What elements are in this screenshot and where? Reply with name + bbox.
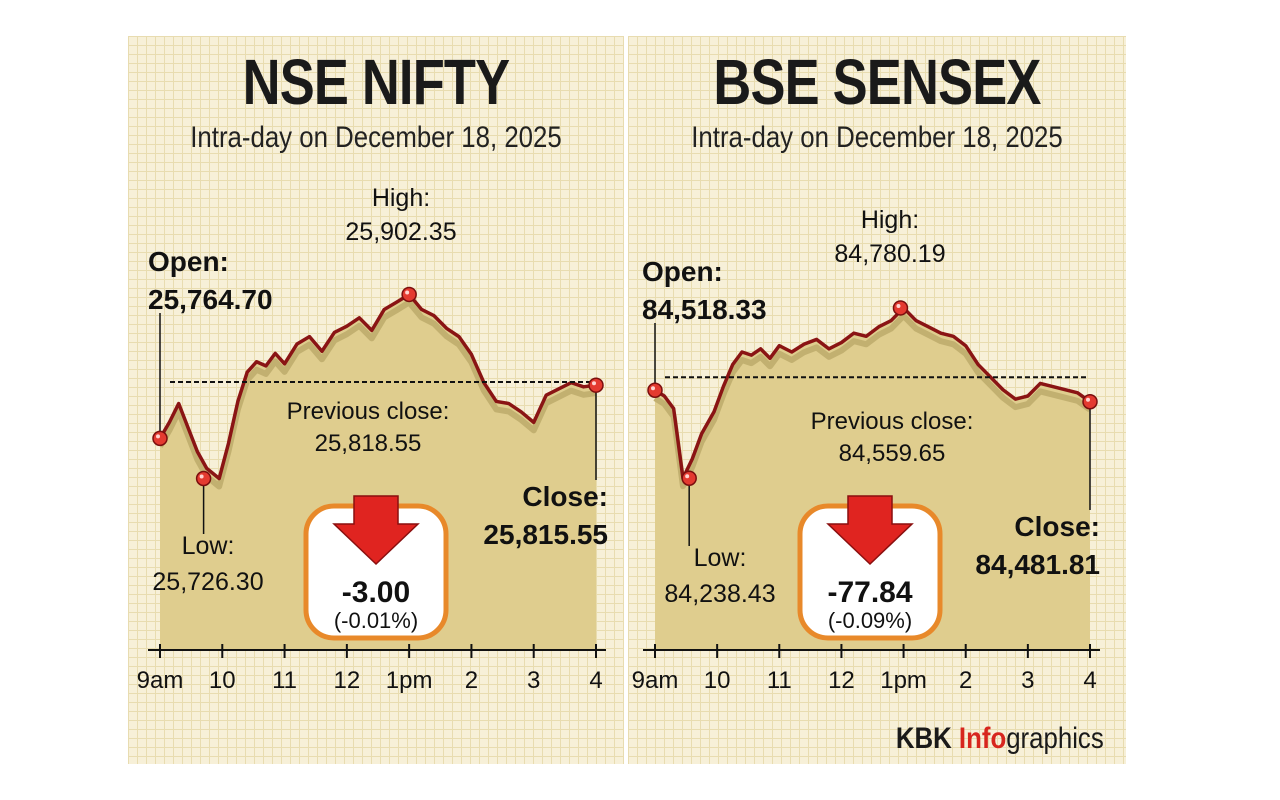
chart-subtitle: Intra-day on December 18, 2025 bbox=[691, 121, 1063, 154]
x-tick-label: 11 bbox=[272, 667, 297, 694]
x-tick-label: 9am bbox=[632, 667, 679, 694]
low-label: Low: bbox=[182, 532, 235, 560]
x-tick-label: 4 bbox=[1083, 667, 1096, 694]
nifty-chart: Previous close: 25,818.55 9am 10 11 12 1pm 2 3 4 O… bbox=[137, 184, 608, 694]
sensex-panel: BSE SENSEX Intra-day on December 18, 202… bbox=[628, 36, 1126, 764]
previous-close-value: 84,559.65 bbox=[839, 440, 946, 467]
x-tick-label: 10 bbox=[704, 667, 731, 694]
x-tick-label: 12 bbox=[334, 667, 361, 694]
x-tick-label: 12 bbox=[828, 667, 855, 694]
footer-accent: Info bbox=[959, 722, 1007, 755]
close-value: 84,481.81 bbox=[975, 549, 1100, 580]
down-arrow-icon bbox=[332, 495, 420, 566]
close-label: Close: bbox=[1014, 511, 1100, 542]
x-tick-label: 2 bbox=[959, 667, 972, 694]
high-label: High: bbox=[372, 184, 430, 212]
open-label: Open: bbox=[148, 246, 229, 277]
x-tick-label: 11 bbox=[767, 667, 792, 694]
x-tick-label: 9am bbox=[137, 667, 184, 694]
data-marker bbox=[647, 382, 663, 398]
x-tick-label: 10 bbox=[209, 667, 236, 694]
data-marker bbox=[588, 377, 604, 393]
close-label: Close: bbox=[522, 481, 608, 512]
sensex-chart: Previous close: 84,559.65 9am 10 11 12 1pm 2 3 4 O… bbox=[632, 206, 1100, 694]
marker-highlight bbox=[199, 474, 204, 479]
footer-brand: KBK bbox=[896, 722, 953, 755]
change-percent: (-0.01%) bbox=[334, 608, 418, 633]
marker-highlight bbox=[685, 474, 690, 479]
marker-highlight bbox=[592, 381, 596, 386]
footer-rest: graphics bbox=[1006, 722, 1104, 755]
data-marker bbox=[892, 300, 909, 316]
marker-highlight bbox=[896, 303, 901, 308]
x-tick-label: 1pm bbox=[386, 667, 433, 694]
change-percent: (-0.09%) bbox=[828, 608, 912, 633]
marker-highlight bbox=[405, 290, 410, 295]
previous-close-label: Previous close: bbox=[287, 398, 450, 425]
x-tick-label: 4 bbox=[589, 667, 602, 694]
change-value: -77.84 bbox=[827, 576, 912, 609]
series-line bbox=[158, 292, 597, 481]
change-value: -3.00 bbox=[342, 576, 410, 609]
chart-subtitle: Intra-day on December 18, 2025 bbox=[190, 121, 562, 154]
x-tick-label: 1pm bbox=[880, 667, 927, 694]
high-value: 25,902.35 bbox=[345, 218, 456, 246]
x-tick-label: 2 bbox=[465, 667, 478, 694]
area-fill bbox=[655, 307, 1090, 650]
series-shadow bbox=[157, 299, 597, 490]
data-marker bbox=[681, 470, 697, 486]
low-value: 25,726.30 bbox=[152, 568, 263, 596]
open-value: 84,518.33 bbox=[642, 294, 767, 325]
data-marker bbox=[401, 286, 417, 303]
chart-title: BSE SENSEX bbox=[713, 46, 1041, 118]
high-value: 84,780.19 bbox=[834, 240, 945, 268]
marker-highlight bbox=[651, 386, 655, 391]
data-marker bbox=[195, 470, 212, 487]
x-tick-label: 3 bbox=[527, 667, 540, 694]
previous-close-label: Previous close: bbox=[811, 408, 974, 435]
open-label: Open: bbox=[642, 256, 723, 287]
low-label: Low: bbox=[694, 544, 747, 572]
marker-highlight bbox=[1086, 397, 1090, 402]
x-tick-label: 3 bbox=[1021, 667, 1034, 694]
data-marker bbox=[152, 430, 168, 447]
open-value: 25,764.70 bbox=[148, 284, 273, 315]
footer-credit: KBK Infographics bbox=[896, 722, 1104, 756]
series-shadow bbox=[653, 312, 1092, 490]
data-marker bbox=[1082, 393, 1098, 410]
marker-highlight bbox=[156, 434, 160, 439]
down-arrow-icon bbox=[826, 495, 914, 566]
close-value: 25,815.55 bbox=[483, 519, 608, 550]
previous-close-value: 25,818.55 bbox=[315, 430, 422, 457]
low-value: 84,238.43 bbox=[664, 580, 775, 608]
nifty-panel: NSE NIFTY Intra-day on December 18, 2025… bbox=[128, 36, 624, 764]
high-label: High: bbox=[861, 206, 919, 234]
chart-title: NSE NIFTY bbox=[242, 46, 511, 118]
area-fill bbox=[160, 294, 596, 650]
series-line bbox=[654, 306, 1092, 480]
